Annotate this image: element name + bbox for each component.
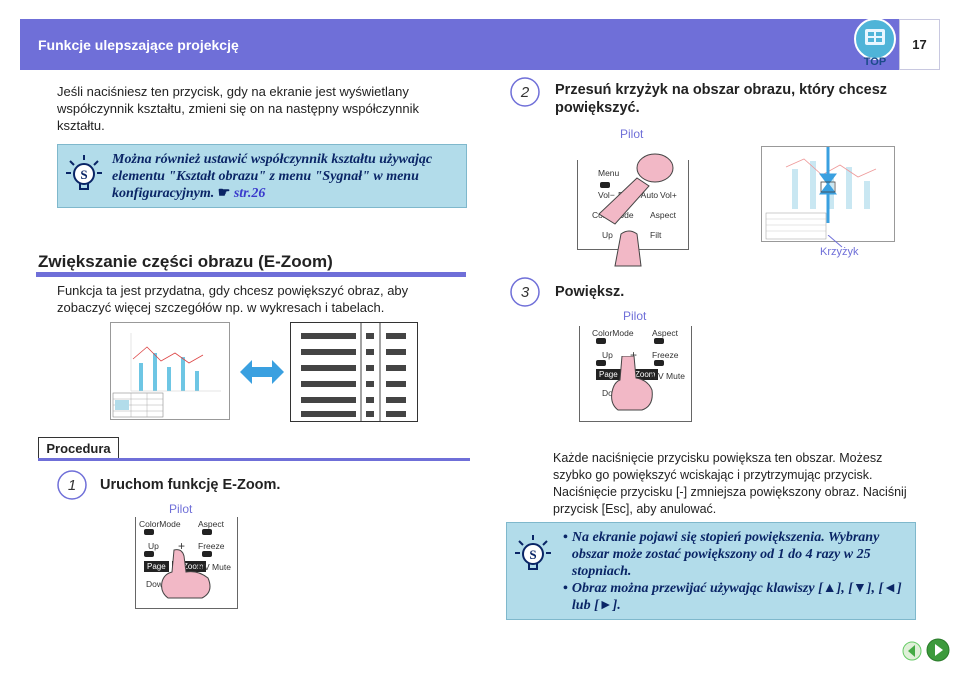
- svg-text:TOP: TOP: [864, 56, 886, 67]
- tip-box-2: S • Na ekranie pojawi się stopień powięks…: [506, 522, 916, 620]
- section-title: Zwiększanie części obrazu (E-Zoom): [38, 252, 333, 271]
- step-2-number: 2: [510, 77, 540, 107]
- tip-icon: S: [513, 533, 553, 578]
- finger-pointer-icon: [593, 150, 683, 273]
- step-2-title: Przesuń krzyżyk na obszar obrazu, który …: [555, 82, 888, 116]
- pointer-icon: ☛: [217, 186, 231, 201]
- svg-text:S: S: [529, 547, 536, 562]
- section-rule: [36, 272, 466, 277]
- next-arrow-button[interactable]: [926, 638, 950, 662]
- zoomed-table-image: [290, 322, 418, 422]
- tip1-text: Można również ustawić współczynnik kszta…: [112, 152, 433, 201]
- back-arrow-icon: [902, 641, 922, 661]
- svg-text:1: 1: [68, 477, 76, 494]
- svg-text:3: 3: [521, 284, 530, 301]
- back-arrow-button[interactable]: [902, 641, 922, 661]
- step-1-title: Uruchom funkcję E-Zoom.: [100, 477, 281, 493]
- finger-pointer-icon: [608, 355, 656, 417]
- chart-thumbnail-image: [110, 322, 230, 420]
- next-arrow-icon: [926, 638, 950, 662]
- finger-pointer-icon: [158, 548, 214, 605]
- tip-icon: S: [64, 153, 104, 198]
- top-button[interactable]: TOP: [852, 18, 898, 68]
- tip2-bullet-1: Na ekranie pojawi się stopień powiększen…: [571, 530, 880, 579]
- intro-text: Jeśli naciśniesz ten przycisk, gdy na ek…: [57, 84, 420, 133]
- tip1-link[interactable]: str.26: [233, 186, 266, 201]
- crosshair-leader-line: [827, 235, 843, 248]
- top-icon: TOP: [854, 18, 896, 68]
- step-2-pilot-label: Pilot: [620, 127, 644, 141]
- step-3-pilot-label: Pilot: [623, 309, 647, 323]
- screen-crosshair-image: [761, 146, 895, 242]
- double-arrow-icon: [240, 358, 284, 391]
- step-1-number: 1: [57, 470, 87, 500]
- header-bar: Funkcje ulepszające projekcję: [20, 19, 899, 70]
- step-1-pilot-label: Pilot: [169, 502, 193, 516]
- tip-box-1: S Można również ustawić współczynnik ksz…: [57, 144, 467, 208]
- step-3-title: Powiększ.: [555, 284, 625, 300]
- procedure-label: Procedura: [38, 437, 119, 459]
- svg-text:2: 2: [520, 84, 530, 101]
- crosshair-label: Krzyżyk: [820, 246, 859, 258]
- svg-text:S: S: [80, 167, 87, 182]
- page-number: 17: [899, 19, 940, 70]
- step-3-number: 3: [510, 277, 540, 307]
- step-3-text: Każde naciśnięcie przycisku powiększa te…: [553, 451, 907, 516]
- chapter-title: Funkcje ulepszające projekcję: [38, 37, 239, 53]
- procedure-rule: [38, 458, 470, 461]
- section-description: Funkcja ta jest przydatna, gdy chcesz po…: [57, 283, 409, 315]
- tip2-bullet-2: Obraz można przewijać używając klawiszy …: [571, 581, 902, 613]
